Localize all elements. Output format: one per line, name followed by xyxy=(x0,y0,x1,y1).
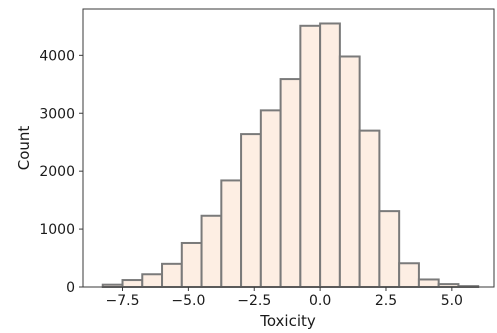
histogram-bar-3 xyxy=(161,262,183,289)
histogram-bar-7 xyxy=(240,133,262,288)
histogram-bar-4 xyxy=(180,241,203,289)
histogram-bar-5 xyxy=(200,214,223,288)
histogram-bar-2 xyxy=(141,273,164,288)
y-tick-label: 0 xyxy=(66,280,75,296)
y-axis-label: Count xyxy=(15,126,33,171)
histogram-bar-16 xyxy=(417,278,440,288)
y-tick-label: 3000 xyxy=(39,106,75,122)
y-tick-label: 4000 xyxy=(39,48,75,64)
histogram-bar-10 xyxy=(299,24,322,288)
histogram-bar-13 xyxy=(358,129,381,288)
histogram-bar-15 xyxy=(398,262,420,289)
x-axis-label: Toxicity xyxy=(259,312,316,330)
histogram-bar-6 xyxy=(220,179,243,288)
y-tick-label: 1000 xyxy=(39,222,75,238)
plot-frame xyxy=(82,8,495,288)
histogram-bar-1 xyxy=(121,279,144,288)
x-tick-label: −2.5 xyxy=(237,293,271,309)
bars-group xyxy=(101,22,480,289)
histogram-bar-11 xyxy=(319,22,341,289)
histogram-bar-12 xyxy=(338,55,361,288)
histogram-bar-8 xyxy=(259,109,282,288)
x-axis-ticks: −7.5 −5.0 −2.5 0.0 2.5 5.0 xyxy=(106,287,463,309)
x-tick-label: −7.5 xyxy=(106,293,140,309)
y-axis-ticks: 0 1000 2000 3000 4000 xyxy=(39,48,83,296)
x-tick-label: 2.5 xyxy=(375,293,397,309)
x-tick-label: −5.0 xyxy=(171,293,205,309)
histogram-bar-14 xyxy=(378,210,401,288)
histogram-bar-9 xyxy=(279,78,302,289)
x-tick-label: 0.0 xyxy=(309,293,331,309)
x-tick-label: 5.0 xyxy=(441,293,463,309)
y-tick-label: 2000 xyxy=(39,164,75,180)
